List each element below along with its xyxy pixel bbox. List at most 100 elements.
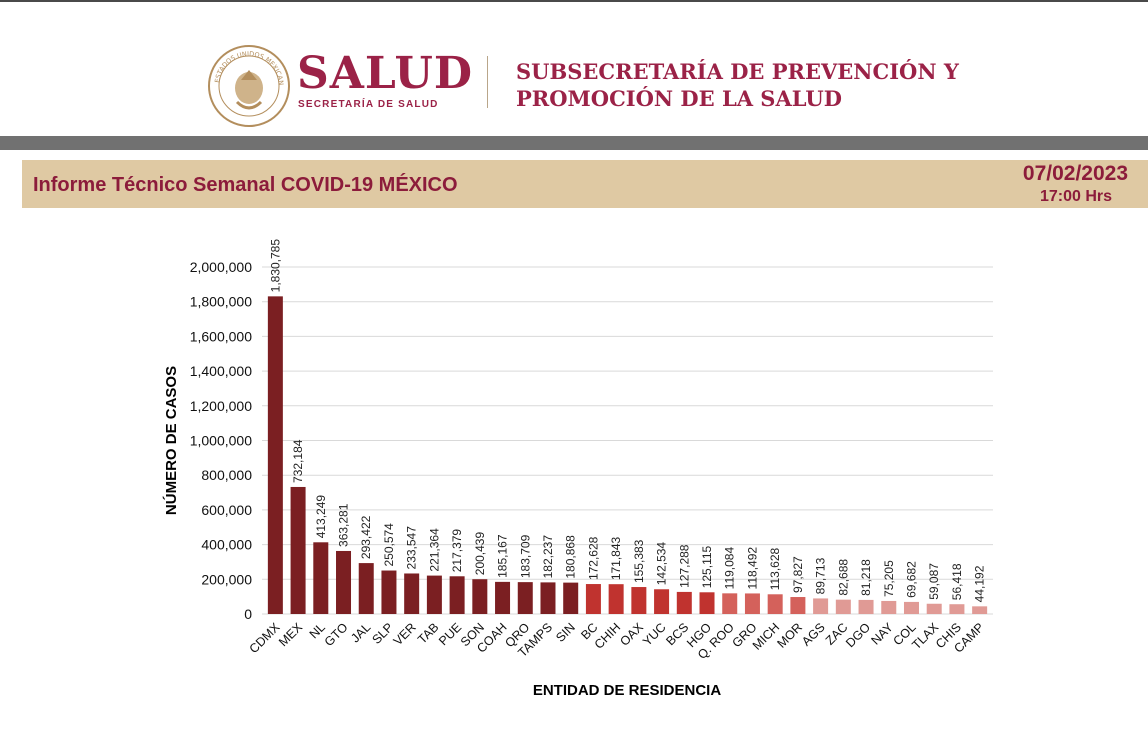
x-tick-label: SIN (553, 620, 578, 645)
bar-gro (744, 593, 760, 614)
y-tick-label: 1,000,000 (190, 433, 252, 449)
y-tick-label: 1,800,000 (190, 294, 252, 310)
x-tick-label: OAX (617, 620, 646, 649)
y-tick-label: 200,000 (201, 571, 252, 587)
bar-coah (495, 581, 511, 614)
data-label: 185,167 (496, 534, 510, 578)
bar-chih (608, 584, 624, 614)
y-tick-label: 400,000 (201, 537, 252, 553)
data-label: 293,422 (359, 515, 373, 559)
x-tick-label: NAY (868, 620, 896, 648)
data-label: 200,439 (473, 532, 487, 576)
y-tick-label: 2,000,000 (190, 259, 252, 275)
bar-zac (835, 599, 851, 614)
mexico-seal-icon: ESTADOS UNIDOS MEXICANOS (207, 44, 290, 127)
bar-slp (381, 570, 397, 614)
data-label: 119,084 (723, 547, 737, 590)
bar-ver (404, 573, 420, 614)
chart-grid (262, 266, 993, 615)
bar-yuc (654, 589, 670, 614)
x-tick-label: MEX (276, 620, 306, 650)
bar-jal (358, 563, 374, 614)
gray-band (0, 136, 1148, 150)
report-header-bar: Informe Técnico Semanal COVID-19 MÉXICO … (22, 160, 1148, 208)
bar-dgo (858, 599, 874, 614)
logo-subtitle: SECRETARÍA DE SALUD (298, 99, 439, 110)
bar-son (472, 579, 488, 614)
x-tick-label: DGO (843, 620, 873, 650)
data-label: 183,709 (518, 534, 532, 578)
data-label: 97,827 (791, 556, 805, 593)
bar-chart: 0 200,000 400,000 600,000 800,000 1,000,000 1,… (162, 239, 993, 699)
data-label: 217,379 (450, 529, 464, 573)
data-label: 250,574 (382, 523, 396, 567)
y-tick-label: 800,000 (201, 467, 252, 483)
bar-cdmx (267, 296, 283, 614)
bar-nl (313, 542, 329, 614)
data-label: 221,364 (427, 528, 441, 572)
data-label: 172,628 (586, 536, 600, 580)
data-label: 118,492 (745, 547, 759, 590)
bar-bc (585, 584, 601, 614)
bar-mex (290, 486, 306, 614)
data-label: 82,688 (836, 559, 850, 596)
subsecretaria-line-2: PROMOCIÓN DE LA SALUD (516, 86, 842, 111)
y-axis-ticks: 0 200,000 400,000 600,000 800,000 1,000,000 1,… (190, 259, 253, 622)
data-label: 180,868 (564, 535, 578, 579)
x-tick-label: JAL (348, 620, 373, 645)
bar-mich (767, 594, 783, 614)
x-tick-label: MICH (750, 620, 782, 652)
x-tick-label: TAB (415, 620, 441, 646)
y-tick-label: 0 (244, 606, 252, 622)
bar-oax (631, 587, 647, 614)
top-border (0, 0, 1148, 2)
data-label: 56,418 (950, 563, 964, 600)
bar-tamps (540, 582, 556, 614)
data-label: 142,534 (655, 542, 669, 586)
bar-tab (426, 575, 442, 614)
data-label: 127,288 (677, 544, 691, 588)
y-axis-title: NÚMERO DE CASOS (162, 366, 180, 515)
bar-qroo (722, 593, 738, 614)
bar-mor (790, 597, 806, 614)
x-tick-label: PUE (436, 620, 464, 648)
bar-tlax (926, 603, 942, 614)
x-axis-title: ENTIDAD DE RESIDENCIA (533, 682, 722, 699)
data-label: 413,249 (314, 495, 328, 539)
x-tick-label: SLP (369, 620, 396, 647)
data-labels: 1,830,785 732,184 413,249 363,281 293,422 250… (268, 239, 986, 603)
data-label: 81,218 (859, 559, 873, 596)
bar-chis (949, 604, 965, 614)
data-label: 69,682 (904, 561, 918, 598)
logo-wordmark: SALUD (297, 48, 473, 99)
y-tick-label: 1,400,000 (190, 363, 252, 379)
y-tick-label: 1,200,000 (190, 398, 252, 414)
x-tick-label: VER (391, 620, 419, 648)
data-label: 125,115 (700, 545, 714, 588)
data-label: 233,547 (405, 526, 419, 570)
x-tick-label: GTO (322, 620, 351, 649)
report-time: 17:00 Hrs (1039, 188, 1112, 205)
bars (267, 296, 988, 614)
data-label: 44,192 (973, 565, 987, 602)
bar-camp (972, 606, 988, 614)
bar-ags (813, 598, 829, 614)
bar-col (903, 601, 919, 614)
bar-hgo (699, 592, 715, 614)
bar-bcs (676, 591, 692, 614)
y-tick-label: 600,000 (201, 502, 252, 518)
report-title: Informe Técnico Semanal COVID-19 MÉXICO (33, 174, 458, 196)
report-date: 07/02/2023 (1022, 162, 1128, 185)
bar-qro (517, 582, 533, 614)
y-tick-label: 1,600,000 (190, 328, 252, 344)
x-tick-label: CHIH (592, 620, 624, 652)
data-label: 363,281 (337, 503, 351, 547)
x-tick-label: MOR (774, 620, 805, 651)
bar-gto (336, 550, 352, 614)
data-label: 182,237 (541, 535, 555, 579)
data-label: 59,087 (927, 563, 941, 600)
header-divider (487, 56, 488, 108)
data-label: 171,843 (609, 536, 623, 580)
data-label: 732,184 (291, 439, 305, 483)
